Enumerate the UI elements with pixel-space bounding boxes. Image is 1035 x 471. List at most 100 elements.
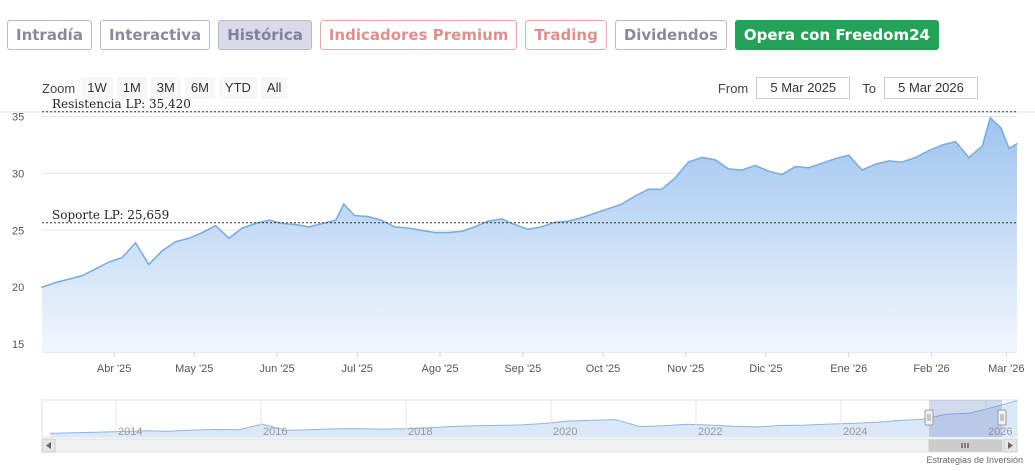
- navigator-tick-label: 2024: [843, 426, 867, 438]
- from-date-input[interactable]: 5 Mar 2025: [756, 77, 851, 99]
- x-tick-label: Sep '25: [504, 363, 541, 375]
- to-label: To: [862, 80, 876, 96]
- tab-interactiva[interactable]: Interactiva: [99, 20, 211, 50]
- tab-dividendos[interactable]: Dividendos: [614, 20, 727, 50]
- x-tick-label: Ene '26: [830, 363, 867, 375]
- tab-indicadores-premium[interactable]: Indicadores Premium: [319, 20, 518, 50]
- price-point: [821, 162, 823, 164]
- price-point: [914, 156, 917, 159]
- navigator-right-handle[interactable]: [997, 409, 1007, 426]
- price-point: [308, 226, 310, 228]
- tab-opera-con-freedom24[interactable]: Opera con Freedom24: [734, 20, 939, 50]
- tab-trading[interactable]: Trading: [525, 20, 607, 50]
- price-point: [781, 173, 783, 176]
- price-point: [41, 286, 43, 289]
- price-point: [335, 219, 337, 221]
- price-point: [834, 157, 837, 160]
- price-point: [794, 165, 797, 168]
- zoom-3m-button[interactable]: 3M: [150, 77, 181, 99]
- price-point: [701, 156, 703, 159]
- price-point: [67, 278, 70, 281]
- price-point: [148, 263, 150, 266]
- price-point: [514, 223, 516, 226]
- price-point: [134, 242, 137, 244]
- price-point: [981, 145, 984, 147]
- zoom-1w-button[interactable]: 1W: [81, 77, 113, 99]
- price-point: [888, 160, 890, 162]
- price-point: [353, 214, 356, 217]
- price-point: [407, 227, 409, 229]
- price-point: [954, 140, 957, 143]
- y-tick-label: 15: [12, 339, 24, 351]
- price-point: [214, 224, 217, 227]
- price-area: [42, 117, 1017, 352]
- x-tick-label: Feb '26: [913, 363, 949, 375]
- y-tick-label: 35: [12, 112, 24, 124]
- price-point: [393, 226, 396, 228]
- price-point: [594, 212, 596, 214]
- scrollbar-track[interactable]: [41, 438, 1018, 453]
- price-point: [847, 154, 850, 156]
- price-point: [861, 169, 863, 171]
- navigator-tick-label: 2020: [553, 426, 577, 438]
- price-point: [1000, 127, 1002, 129]
- navigator-area: [50, 400, 1017, 437]
- navigator-line: [49, 400, 1018, 434]
- zoom-all-button[interactable]: All: [260, 77, 288, 99]
- price-point: [447, 231, 449, 234]
- price-point: [188, 237, 190, 240]
- tab-intrad-a[interactable]: Intradía: [7, 20, 92, 50]
- price-point: [81, 275, 83, 277]
- from-label: From: [717, 80, 749, 96]
- price-point: [567, 220, 569, 222]
- zoom-ytd-button[interactable]: YTD: [218, 77, 257, 99]
- price-point: [295, 223, 297, 226]
- price-line: [41, 116, 1018, 288]
- x-tick-label: Oct '25: [586, 363, 621, 375]
- y-tick-label: 25: [12, 225, 24, 237]
- tab-hist-rica[interactable]: Histórica: [218, 20, 312, 50]
- navigator-selection[interactable]: [929, 400, 1002, 437]
- zoom-1m-button[interactable]: 1M: [116, 77, 147, 99]
- x-tick-label: May '25: [175, 363, 213, 375]
- price-point: [741, 169, 743, 171]
- x-tick-label: Jul '25: [341, 363, 372, 375]
- chevron-right-icon: [1008, 442, 1013, 449]
- y-tick-label: 30: [12, 168, 24, 180]
- navigator-tick-label: 2016: [263, 426, 287, 438]
- to-date-input[interactable]: 5 Mar 2026: [884, 77, 978, 99]
- price-point: [228, 237, 230, 240]
- price-point: [647, 188, 650, 191]
- price-point: [620, 203, 623, 205]
- zoom-6m-button[interactable]: 6M: [184, 77, 215, 99]
- y-tick-label: 20: [12, 282, 24, 294]
- navigator-tick-label: 2026: [988, 426, 1012, 438]
- price-point: [968, 156, 970, 159]
- price-point: [687, 161, 690, 163]
- price-point: [201, 231, 204, 234]
- navigator-left-handle[interactable]: [924, 409, 934, 426]
- zoom-label: Zoom: [42, 80, 76, 96]
- price-point: [727, 168, 730, 170]
- price-point: [807, 166, 810, 169]
- x-tick-label: Dic '25: [749, 363, 782, 375]
- price-point: [634, 195, 636, 197]
- price-point: [473, 226, 476, 228]
- price-point: [94, 268, 97, 270]
- price-point: [174, 240, 177, 243]
- chevron-left-icon: [46, 442, 51, 449]
- price-point: [660, 188, 663, 191]
- x-tick-label: Ago '25: [422, 363, 459, 375]
- price-point: [714, 159, 716, 161]
- resistance-label: Resistencia LP: 35,420: [52, 97, 191, 111]
- price-point: [460, 230, 463, 233]
- x-tick-label: Mar '26: [988, 363, 1024, 375]
- date-range: From 5 Mar 2025 To 5 Mar 2026: [718, 77, 978, 99]
- x-tick-label: Jun '25: [259, 363, 294, 375]
- price-point: [989, 116, 992, 119]
- price-point: [580, 217, 583, 219]
- price-point: [161, 250, 163, 252]
- x-tick-label: Abr '25: [97, 363, 132, 375]
- price-point: [241, 227, 244, 229]
